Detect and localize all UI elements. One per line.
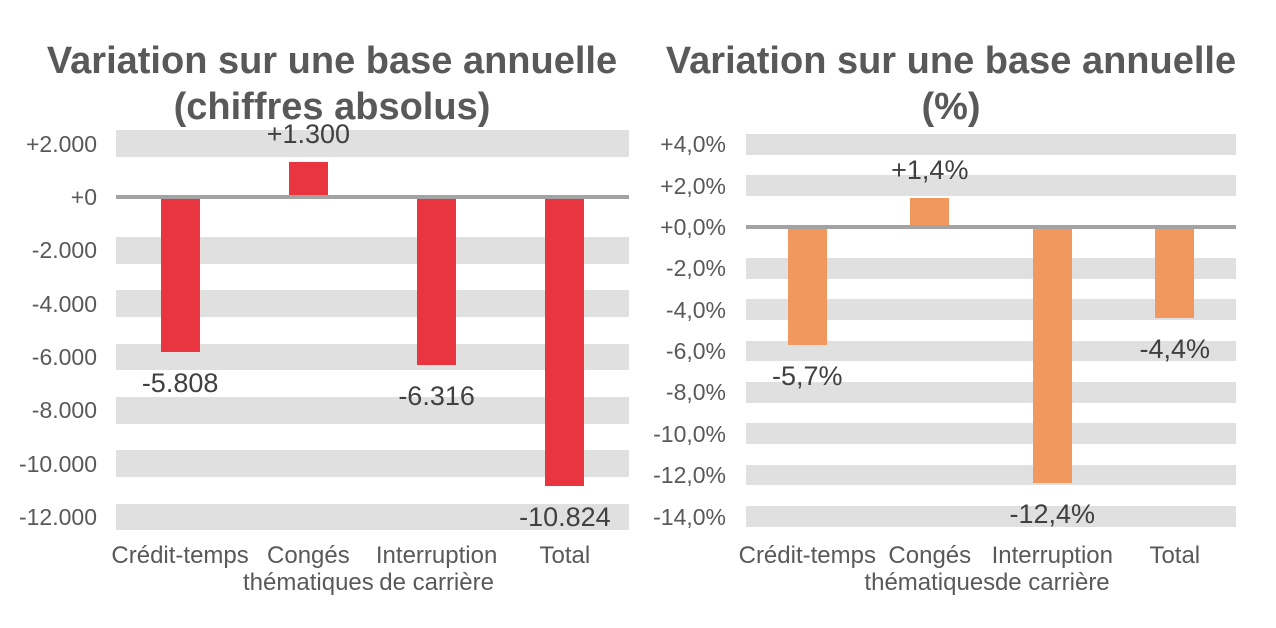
y-tick-label: -12.000 <box>18 503 97 530</box>
chart-percent-title-line1: Variation sur une base annuelle <box>665 40 1237 82</box>
grid-band <box>116 343 629 371</box>
bar <box>1155 227 1195 318</box>
category-label: Total <box>539 542 591 569</box>
y-tick-label: -12,0% <box>653 462 726 489</box>
category-label: thématiques <box>864 569 996 596</box>
y-tick-label: -4.000 <box>31 290 97 317</box>
grid-band <box>116 503 629 531</box>
data-label: -6.316 <box>398 381 475 412</box>
chart-absolute-title-line2: (chiffres absolus) <box>173 86 491 128</box>
chart-percent-title: Variation sur une base annuelle (%) <box>641 38 1261 130</box>
bar <box>545 197 585 486</box>
bar <box>910 198 950 227</box>
y-tick-label: -4,0% <box>665 296 726 323</box>
y-tick-label: +2,0% <box>660 172 726 199</box>
grid-band <box>746 175 1236 196</box>
category-label: Congés <box>267 542 350 569</box>
data-label: -5,7% <box>772 360 843 391</box>
bar <box>160 197 200 352</box>
grid-band <box>116 130 629 157</box>
chart-absolute-title: Variation sur une base annuelle (chiffre… <box>22 38 642 130</box>
bar <box>288 162 328 197</box>
y-tick-label: +0,0% <box>660 214 726 240</box>
y-tick-label: +4,0% <box>660 131 726 158</box>
y-tick-label: -8,0% <box>665 379 726 406</box>
category-label: de carrière <box>379 569 494 596</box>
y-tick-label: -10.000 <box>18 450 97 477</box>
y-tick-label: -6,0% <box>665 338 726 365</box>
chart-percent-title-line2: (%) <box>921 86 981 128</box>
category-label: Interruption <box>375 542 498 569</box>
category-label: Crédit-temps <box>738 542 876 569</box>
category-label: Total <box>1149 542 1201 569</box>
category-label: thématiques <box>243 569 374 596</box>
y-tick-label: +2.000 <box>26 130 97 157</box>
data-label: -4,4% <box>1139 334 1211 364</box>
zero-axis-line <box>116 195 629 199</box>
data-label: -5.808 <box>141 367 219 398</box>
grid-band <box>116 450 629 477</box>
data-label: +1,4% <box>891 155 969 185</box>
category-label: Congés <box>888 542 972 569</box>
grid-band <box>746 133 1236 155</box>
y-tick-label: -2,0% <box>665 255 726 282</box>
grid-band <box>746 340 1236 362</box>
grid-band <box>746 423 1236 445</box>
category-label: de carrière <box>994 569 1110 596</box>
category-label: Interruption <box>991 542 1113 569</box>
chart-absolute-title-line1: Variation sur une base annuelle <box>46 40 618 82</box>
grid-band <box>746 506 1236 527</box>
bar <box>417 197 457 366</box>
data-label: +1.300 <box>266 119 351 150</box>
y-tick-label: -2.000 <box>31 237 97 264</box>
grid-band <box>746 258 1236 279</box>
data-label: -12,4% <box>1009 499 1096 530</box>
grid-band <box>746 299 1236 321</box>
y-tick-label: -6.000 <box>31 344 97 370</box>
grid-band <box>746 464 1236 486</box>
bar <box>1032 227 1072 484</box>
grid-band <box>746 382 1236 403</box>
data-label: -10.824 <box>519 501 611 532</box>
grid-band <box>116 290 629 317</box>
zero-axis-line <box>746 225 1236 229</box>
grid-band <box>116 396 629 424</box>
y-tick-label: -10,0% <box>653 420 726 447</box>
grid-band <box>116 237 629 264</box>
y-tick-label: +0 <box>70 184 97 210</box>
category-label: Crédit-temps <box>111 542 249 569</box>
bar <box>787 227 827 345</box>
y-tick-label: -14,0% <box>653 503 726 530</box>
y-tick-label: -8.000 <box>31 397 97 424</box>
